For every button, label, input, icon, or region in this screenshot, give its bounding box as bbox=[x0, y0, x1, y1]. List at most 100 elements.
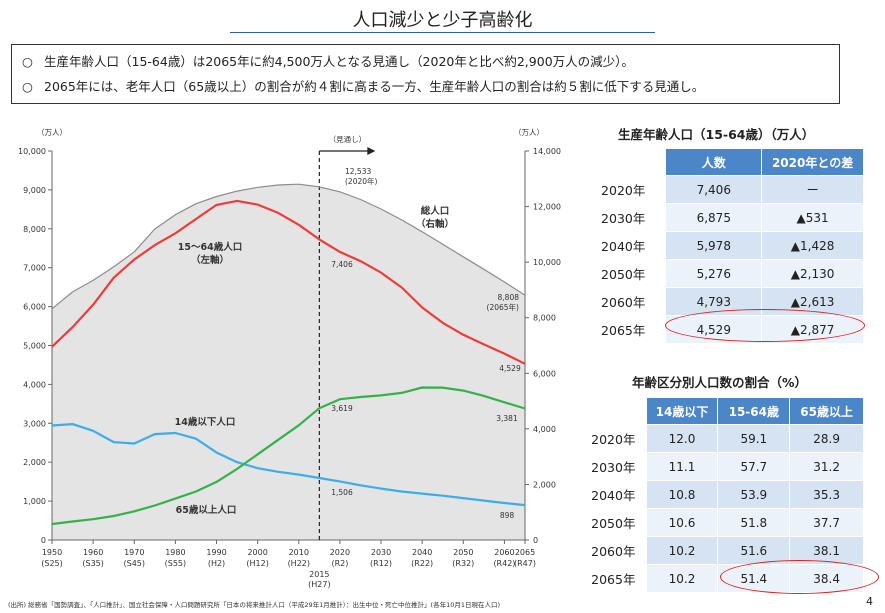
table-cell: 28.9 bbox=[789, 424, 864, 453]
table-row-year: 2040年 bbox=[580, 480, 647, 509]
table-row-year: 2065年 bbox=[579, 315, 667, 344]
summary-bullet: ○ 2065年には、老年人口（65歳以上）の割合が約４割に高まる一方、生産年齢人口… bbox=[22, 74, 829, 99]
left-tick-label: 2,000 bbox=[23, 458, 46, 467]
table-row-year: 2050年 bbox=[580, 508, 647, 537]
table-cell: 35.3 bbox=[789, 480, 864, 509]
table-row: 2050年 5,276 ▲2,130 bbox=[579, 259, 864, 288]
x-tick-label: 1980 bbox=[165, 548, 185, 557]
left-tick-label: 7,000 bbox=[23, 264, 46, 273]
table-cell: 31.2 bbox=[789, 452, 864, 481]
series-line-3 bbox=[51, 386, 526, 526]
title-underline bbox=[230, 32, 655, 33]
right-tick-label: 2,000 bbox=[533, 480, 556, 489]
series-label-working-age: 15～64歳人口 bbox=[178, 241, 242, 253]
left-tick-label: 9,000 bbox=[23, 186, 46, 195]
x-tick-label: 2000 bbox=[247, 548, 267, 557]
table2-header: 15-64歳 bbox=[717, 397, 791, 425]
right-tick-label: 0 bbox=[533, 536, 538, 545]
x-tick-label: 2065 bbox=[515, 548, 535, 557]
series-sublabel-working-age: （左軸） bbox=[191, 254, 229, 266]
left-tick-label: 0 bbox=[41, 536, 46, 545]
x-tick-sublabel: (S55) bbox=[165, 559, 187, 568]
table2-header-blank bbox=[581, 398, 647, 425]
x-tick-sublabel: (H12) bbox=[246, 559, 268, 568]
x-tick-sublabel: (R22) bbox=[411, 559, 433, 568]
x-tick-label: 2030 bbox=[371, 548, 391, 557]
circle-bullet-icon: ○ bbox=[22, 54, 33, 69]
highlight-oval bbox=[720, 560, 879, 594]
x-tick-label: 2060 bbox=[494, 548, 514, 557]
table-row-year: 2050年 bbox=[579, 259, 667, 288]
highlight-oval bbox=[665, 309, 865, 342]
table-cell: 53.9 bbox=[717, 480, 791, 509]
table-cell: 10.8 bbox=[645, 480, 719, 509]
table-cell: 51.8 bbox=[717, 508, 791, 537]
x-tick-label: 1960 bbox=[83, 548, 103, 557]
series-line-2 bbox=[51, 423, 526, 507]
summary-bullet: ○ 生産年齢人口（15-64歳）は2065年に約4,500万人となる見通し（202… bbox=[22, 49, 829, 74]
right-tick-label: 4,000 bbox=[533, 425, 556, 434]
table-cell: ▲1,428 bbox=[761, 231, 864, 260]
left-tick-label: 4,000 bbox=[23, 380, 46, 389]
table-cell: ▲2,130 bbox=[761, 259, 864, 288]
x-tick-sublabel: (S25) bbox=[41, 559, 63, 568]
x-tick-label: 1970 bbox=[124, 548, 144, 557]
x-tick-label: 2040 bbox=[412, 548, 432, 557]
value-annotation: (2020年) bbox=[345, 176, 378, 186]
series-label-total: 総人口 bbox=[421, 205, 450, 217]
table-cell: 11.1 bbox=[645, 452, 719, 481]
table1-title: 生産年齢人口（15-64歳）（万人） bbox=[618, 127, 815, 142]
summary-line-2: 2065年には、老年人口（65歳以上）の割合が約４割に高まる一方、生産年齢人口の… bbox=[44, 79, 705, 94]
x-tick-sublabel: (R42) bbox=[493, 559, 515, 568]
value-annotation: 3,619 bbox=[331, 404, 353, 413]
table-row-year: 2040年 bbox=[579, 231, 667, 260]
series-line-0 bbox=[51, 183, 526, 310]
table-cell: 10.2 bbox=[645, 564, 719, 593]
table-row-year: 2060年 bbox=[580, 536, 647, 565]
left-tick-label: 3,000 bbox=[23, 419, 46, 428]
divider-year-label: 2015 bbox=[309, 570, 329, 579]
table-row-year: 2065年 bbox=[580, 564, 647, 593]
table-cell: 59.1 bbox=[717, 424, 791, 453]
x-tick-sublabel: (S45) bbox=[124, 559, 146, 568]
left-axis-unit: （万人） bbox=[37, 128, 67, 137]
x-tick-sublabel: (R32) bbox=[452, 559, 474, 568]
left-tick-label: 1,000 bbox=[23, 497, 46, 506]
table-row: 2050年 10.6 51.8 37.7 bbox=[580, 508, 864, 537]
left-tick-label: 8,000 bbox=[23, 225, 46, 234]
table-cell: 57.7 bbox=[717, 452, 791, 481]
series-sublabel-total: （右軸） bbox=[416, 218, 454, 230]
table-row-year: 2020年 bbox=[580, 424, 647, 453]
x-tick-label: 1990 bbox=[206, 548, 226, 557]
table-cell: 10.2 bbox=[645, 536, 719, 565]
value-annotation: 3,381 bbox=[496, 414, 518, 423]
table-cell: ー bbox=[761, 175, 864, 204]
summary-box: ○ 生産年齢人口（15-64歳）は2065年に約4,500万人となる見通し（202… bbox=[11, 44, 840, 104]
table-row: 2020年 12.0 59.1 28.9 bbox=[580, 424, 864, 453]
forecast-label: （見通し） bbox=[329, 134, 367, 144]
x-tick-label: 2020 bbox=[330, 548, 350, 557]
table-cell: ▲531 bbox=[761, 203, 864, 232]
series-label-children: 14歳以下人口 bbox=[175, 416, 236, 428]
right-tick-label: 12,000 bbox=[533, 203, 561, 212]
x-tick-sublabel: (H2) bbox=[208, 559, 225, 568]
value-annotation: 7,406 bbox=[331, 260, 353, 269]
table2-header: 65歳以上 bbox=[789, 397, 864, 425]
right-axis-unit: （万人） bbox=[514, 128, 544, 137]
table1-header: 2020年との差 bbox=[761, 148, 864, 176]
table-cell: 12.0 bbox=[645, 424, 719, 453]
x-tick-sublabel: (R12) bbox=[370, 559, 392, 568]
table-row-year: 2020年 bbox=[579, 175, 667, 204]
left-tick-label: 10,000 bbox=[18, 147, 46, 156]
circle-bullet-icon: ○ bbox=[22, 79, 33, 94]
x-tick-sublabel: (R2) bbox=[331, 559, 348, 568]
right-tick-label: 6,000 bbox=[533, 369, 556, 378]
series-label-elderly: 65歳以上人口 bbox=[176, 504, 237, 516]
total-population-area bbox=[52, 184, 525, 540]
table-row: 2040年 10.8 53.9 35.3 bbox=[580, 480, 864, 509]
source-note: (出所) 総務省「国勢調査」、「人口推計」、国立社会保障・人口問題研究所「日本の… bbox=[8, 601, 501, 609]
left-tick-label: 5,000 bbox=[23, 342, 46, 351]
table-row: 2020年 7,406 ー bbox=[579, 175, 864, 204]
right-tick-label: 10,000 bbox=[533, 258, 561, 267]
value-annotation: 12,533 bbox=[345, 167, 371, 176]
